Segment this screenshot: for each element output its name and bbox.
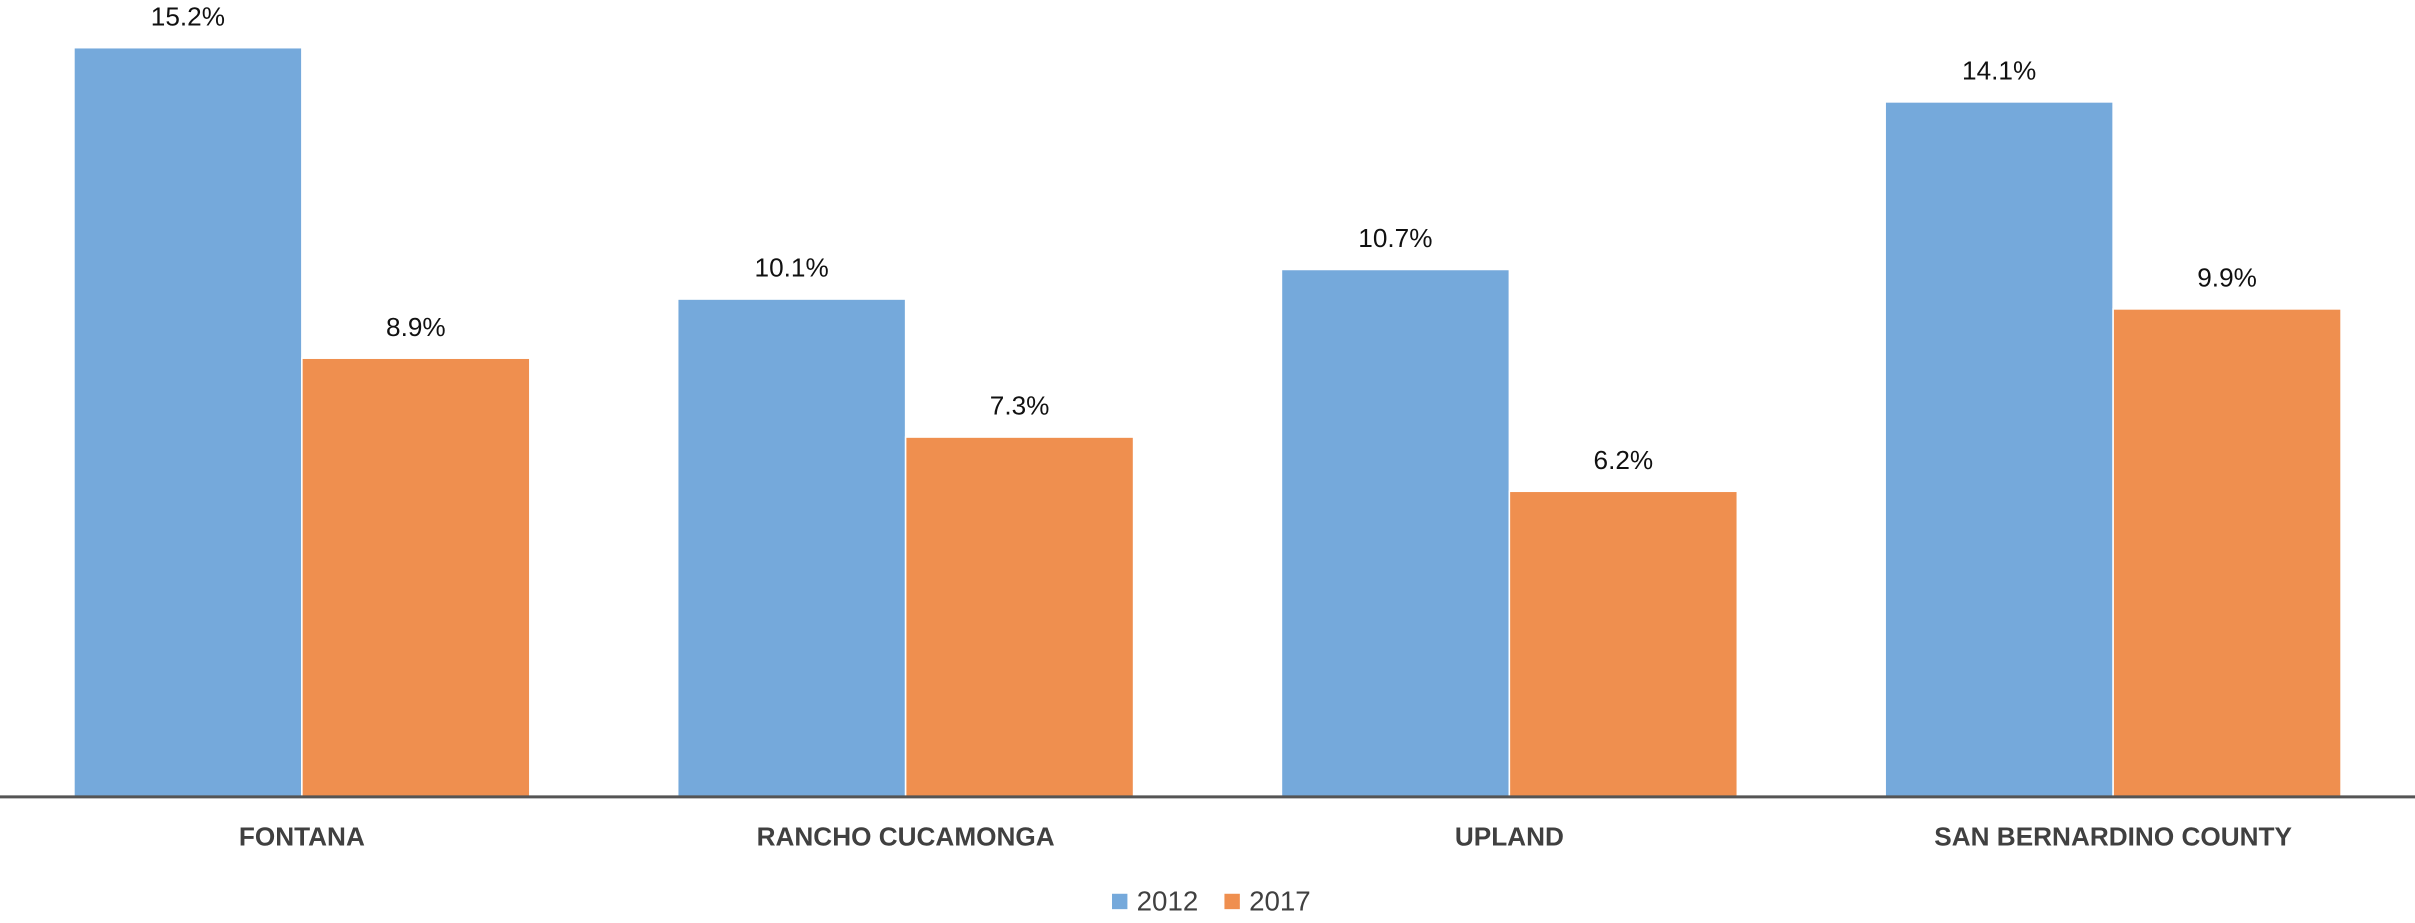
data-label: 14.1% bbox=[1962, 56, 2036, 86]
legend-label: 2012 bbox=[1137, 885, 1199, 916]
bar bbox=[1280, 268, 1511, 798]
legend-swatch bbox=[1224, 893, 1240, 910]
bar bbox=[73, 46, 303, 798]
x-tick-label: FONTANA bbox=[239, 821, 365, 851]
data-label: 15.2% bbox=[151, 1, 225, 31]
bar bbox=[301, 357, 531, 798]
bar bbox=[2112, 308, 2342, 798]
data-label: 10.7% bbox=[1358, 223, 1432, 253]
bar bbox=[1884, 101, 2114, 798]
x-tick-label: SAN BERNARDINO COUNTY bbox=[1934, 821, 2292, 851]
data-label: 9.9% bbox=[2197, 263, 2257, 293]
data-label: 7.3% bbox=[990, 391, 1050, 421]
bar bbox=[1508, 490, 1739, 798]
x-tick-label: UPLAND bbox=[1455, 821, 1564, 851]
data-label: 6.2% bbox=[1594, 445, 1654, 475]
x-tick-label: RANCHO CUCAMONGA bbox=[757, 821, 1055, 851]
data-label: 8.9% bbox=[386, 312, 446, 342]
bar bbox=[676, 298, 907, 798]
data-label: 10.1% bbox=[755, 253, 829, 283]
legend-swatch bbox=[1112, 893, 1128, 910]
bar bbox=[904, 436, 1135, 798]
legend-label: 2017 bbox=[1249, 885, 1311, 916]
